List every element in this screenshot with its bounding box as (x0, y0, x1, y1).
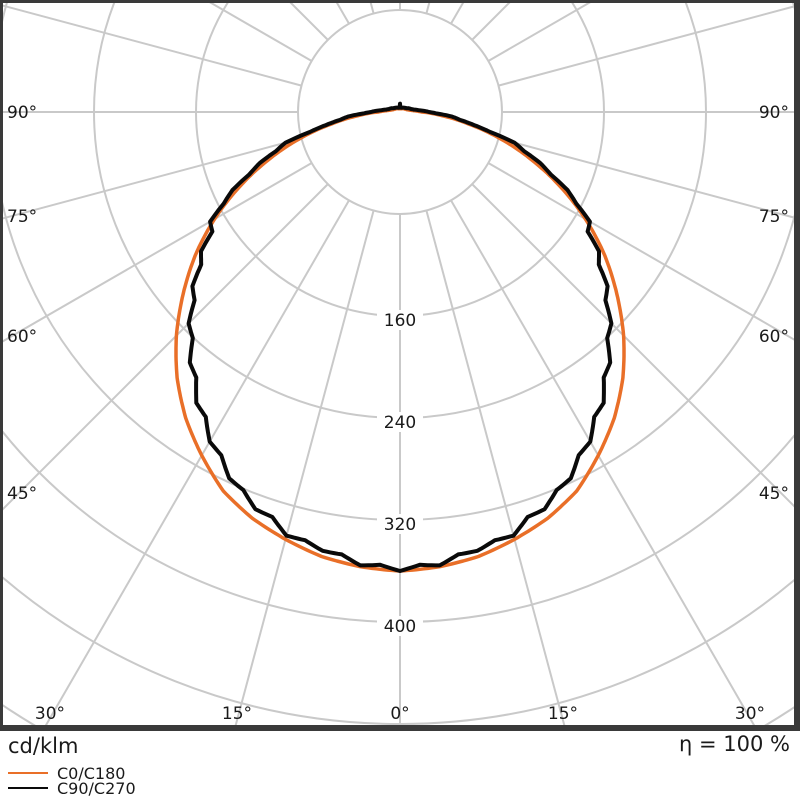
grid-radial-line (425, 210, 566, 725)
ring-label-backing (377, 514, 423, 534)
ring-label-backing (377, 616, 423, 636)
grid-radial-line (471, 183, 794, 508)
grid-radial-line (498, 5, 794, 87)
ring-label: 320 (384, 515, 416, 535)
angle-label-bottom: 15° (222, 704, 252, 724)
angle-label-right: 90° (759, 103, 789, 123)
angle-label-right: 60° (759, 327, 789, 347)
grid-radial-line (234, 210, 375, 725)
legend-item-c0-c180: C0/C180 (8, 764, 308, 783)
polar-chart-canvas: 160 240 320 400 90° 75° 60° 45° 90° 75° 60° 45° 30° 1… (0, 0, 800, 731)
angle-label-right: 75° (759, 207, 789, 227)
frame-top (0, 0, 800, 3)
angle-label-bottom: 30° (735, 704, 765, 724)
legend: C0/C180 C90/C270 (8, 764, 308, 798)
angle-label-right: 45° (759, 484, 789, 504)
legend-line-c90-c270-icon (8, 787, 48, 789)
grid-radial-line (487, 162, 794, 341)
grid-radial-line (3, 137, 302, 220)
frame-right (794, 0, 800, 731)
ring-label: 400 (384, 617, 416, 637)
grid-radial-line (3, 4, 302, 87)
angle-label-bottom: 0° (390, 704, 409, 724)
legend-item-c90-c270: C90/C270 (8, 779, 308, 798)
curve-c90-c270 (186, 101, 614, 573)
ring-label-backing (377, 412, 423, 432)
angle-label-left: 45° (7, 484, 37, 504)
ring-label-backing (377, 310, 423, 330)
legend-line-c0-c180-icon (8, 772, 48, 774)
plot-frame (0, 0, 800, 731)
angle-label-bottom: 30° (35, 704, 65, 724)
frame-left (0, 0, 3, 731)
ring-label: 160 (384, 311, 416, 331)
grid-radial-line (44, 199, 350, 725)
angle-label-left: 90° (7, 103, 37, 123)
grid-radial-line (498, 137, 794, 219)
angle-label-bottom: 15° (548, 704, 578, 724)
angle-label-left: 60° (7, 327, 37, 347)
grid-radial-line (3, 183, 329, 511)
ring-label: 240 (384, 413, 416, 433)
grid-radial-line (450, 199, 756, 725)
frame-bottom (0, 725, 800, 731)
angle-label-left: 75° (7, 207, 37, 227)
grid-radial-line (3, 162, 313, 343)
legend-label-c0-c180: C0/C180 (57, 764, 126, 783)
units-label: cd/klm (8, 734, 79, 758)
efficiency-label: η = 100 % (679, 732, 790, 756)
legend-label-c90-c270: C90/C270 (57, 779, 136, 798)
